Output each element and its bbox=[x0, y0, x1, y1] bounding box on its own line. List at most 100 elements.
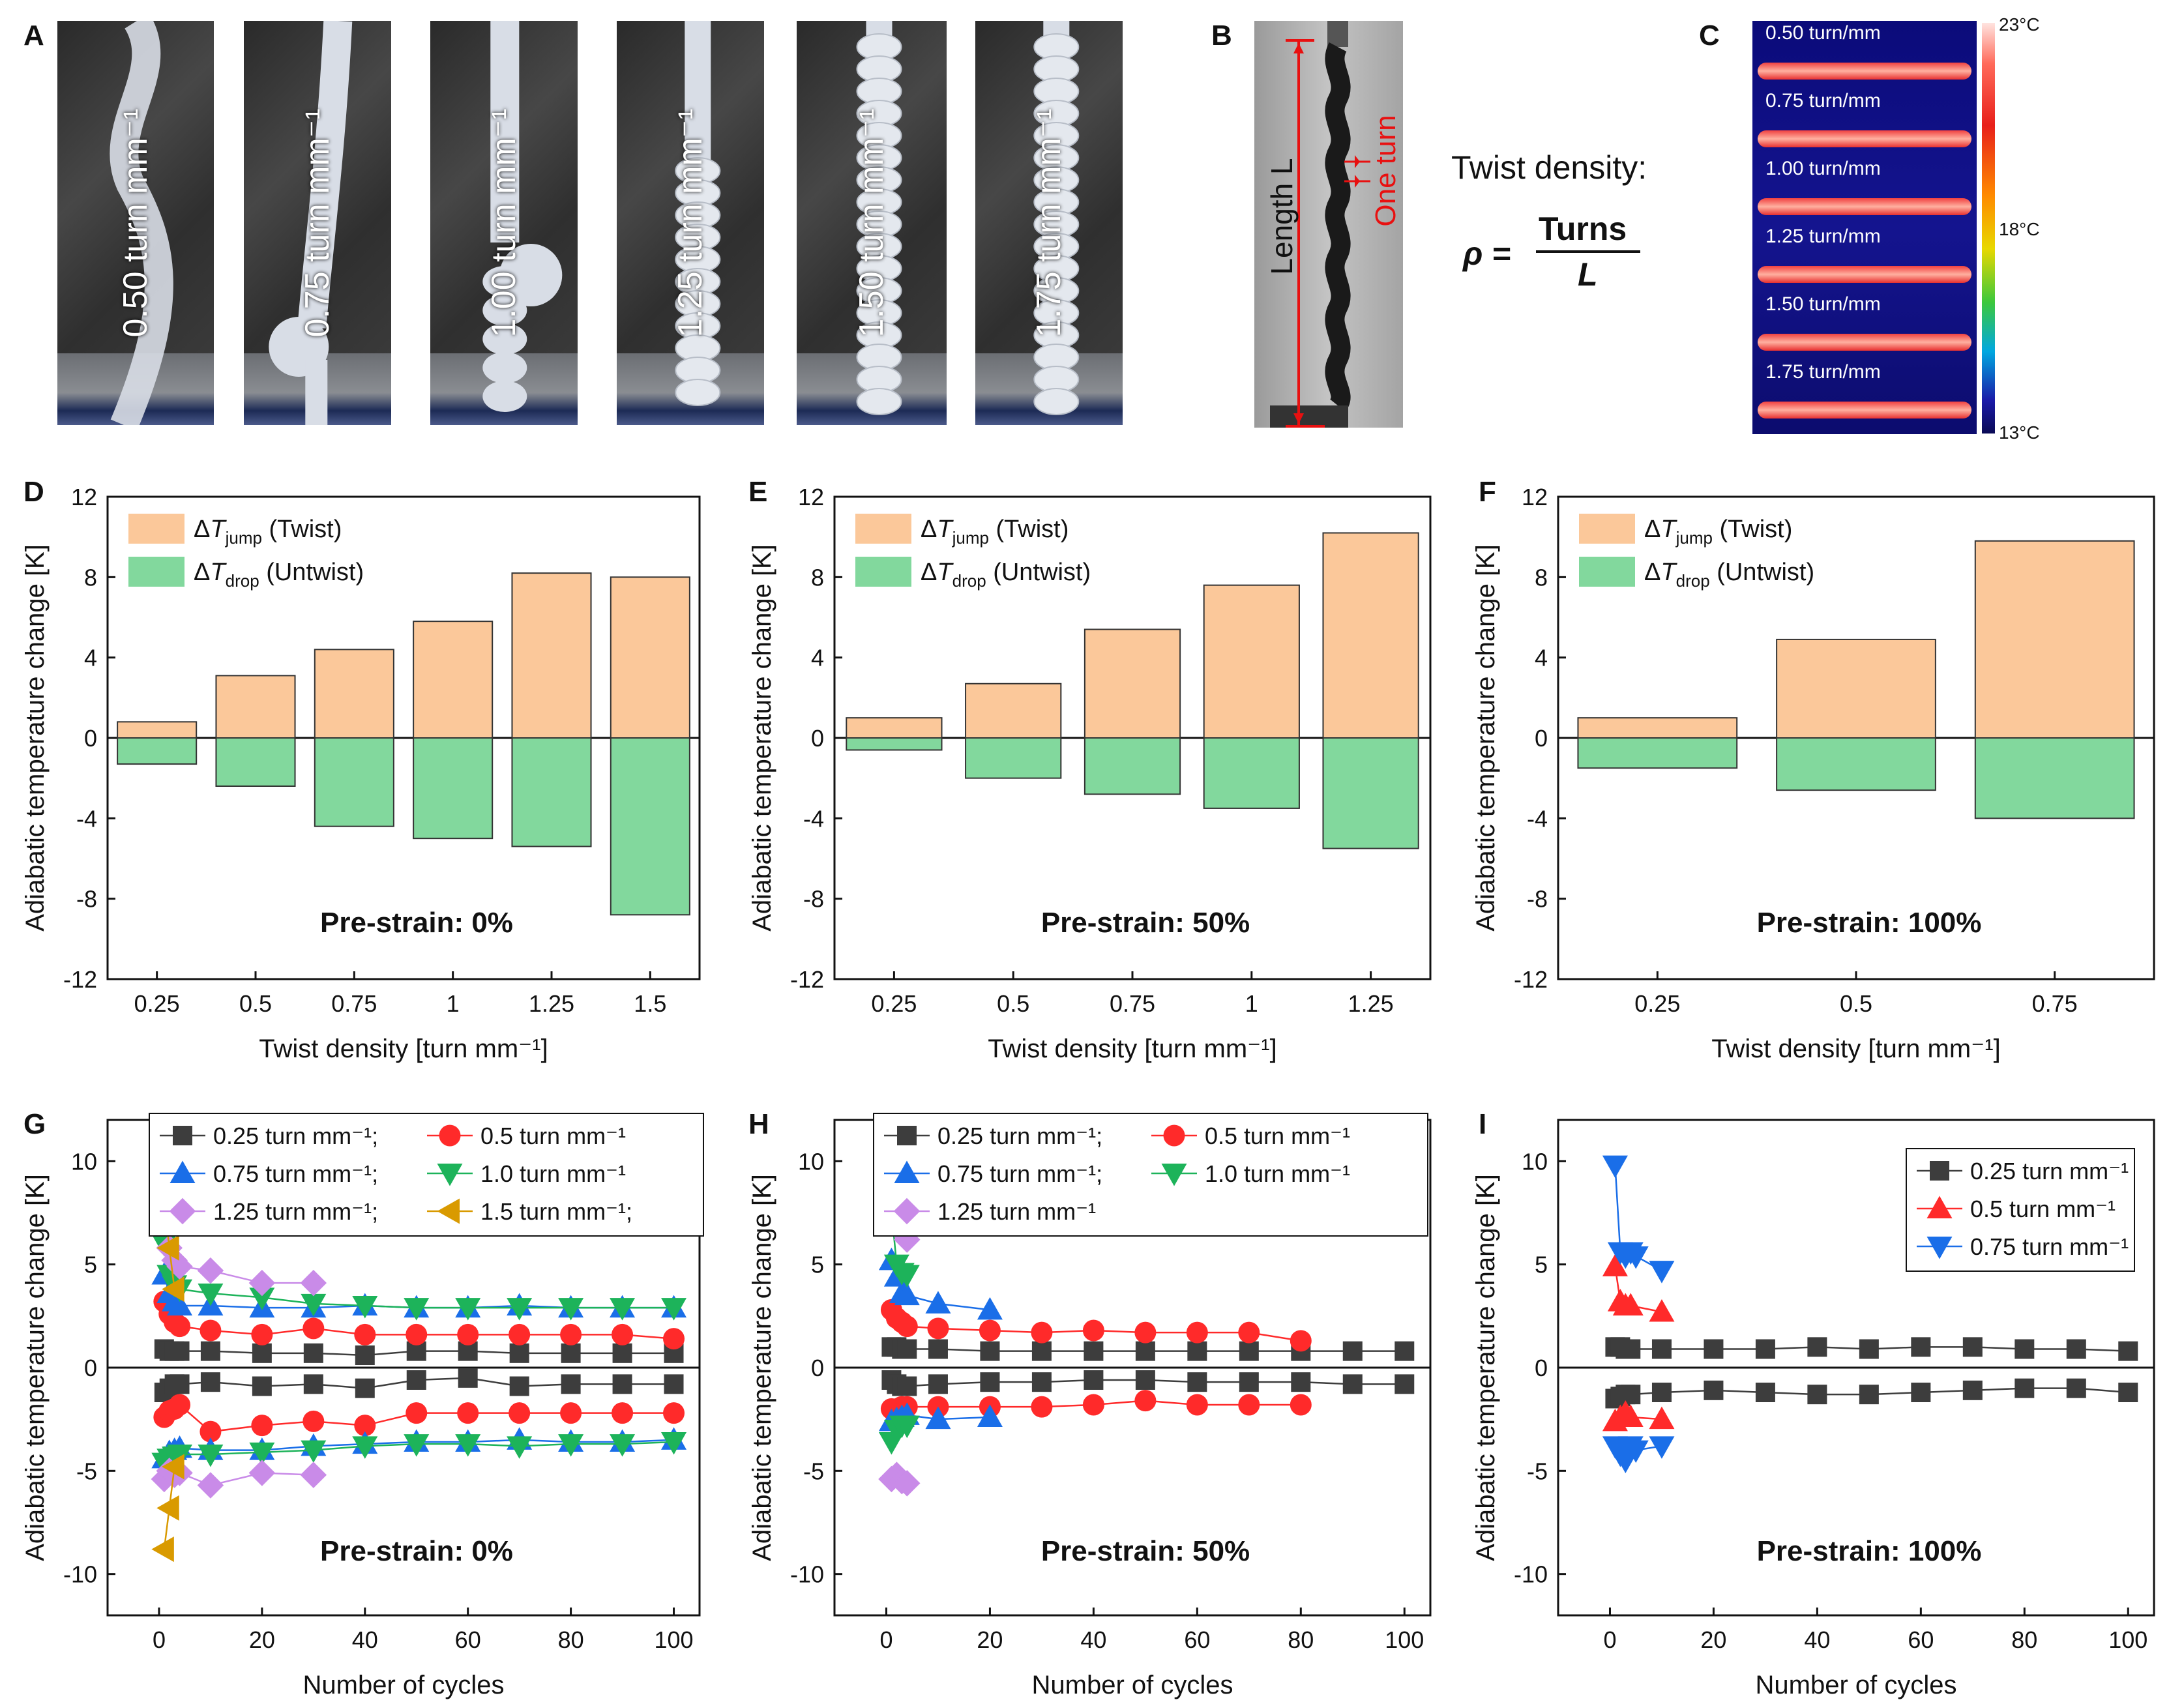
data-point bbox=[1082, 1319, 1104, 1342]
legend-label: 0.5 turn mm⁻¹ bbox=[1205, 1123, 1350, 1149]
pre-strain-annotation: Pre-strain: 50% bbox=[1041, 907, 1250, 939]
thermal-row-3: 1.00 turn/mm bbox=[1758, 158, 1971, 215]
bar-chart-e: 12 8 4 0 -4 -8 -12 Adiabatic temperature change… bbox=[748, 484, 1432, 1063]
fiber-photo-4: 1.25 turn mm⁻¹ bbox=[617, 21, 764, 425]
thermal-image: 0.50 turn/mm 0.75 turn/mm 1.00 turn/mm 1.25… bbox=[1752, 21, 1977, 434]
fiber-photo-5: 1.50 turn mm⁻¹ bbox=[797, 21, 947, 425]
bar-chart-d: 12 8 4 0 -4 -8 -12 Adiabatic temperature change… bbox=[21, 484, 701, 1063]
data-point bbox=[301, 1440, 327, 1463]
y-tick-label: 0 bbox=[84, 725, 97, 752]
data-point bbox=[156, 1495, 179, 1521]
data-point bbox=[663, 1328, 685, 1350]
data-point bbox=[560, 1402, 582, 1424]
data-point bbox=[355, 1345, 375, 1365]
legend-label: 0.25 turn mm⁻¹ bbox=[1970, 1158, 2129, 1184]
data-point bbox=[352, 1296, 378, 1319]
y-tick-label: 0 bbox=[1535, 1355, 1548, 1381]
y-tick-label: 8 bbox=[811, 564, 824, 591]
data-point bbox=[301, 1293, 327, 1317]
legend-marker bbox=[1926, 1196, 1953, 1218]
x-axis-label: Twist density [turn mm⁻¹] bbox=[988, 1035, 1276, 1063]
panel-b-photo: Length L One turn bbox=[1254, 21, 1403, 428]
x-tick-label: 80 bbox=[1288, 1626, 1314, 1653]
data-point bbox=[663, 1402, 685, 1424]
data-point bbox=[2066, 1378, 2086, 1398]
data-point bbox=[1290, 1330, 1312, 1352]
data-point bbox=[162, 1276, 184, 1302]
y-tick-label: 5 bbox=[811, 1252, 824, 1278]
bar-jump bbox=[1322, 532, 1419, 739]
bar-jump bbox=[215, 675, 296, 739]
data-point bbox=[252, 1343, 272, 1363]
data-point bbox=[1239, 1341, 1259, 1361]
data-point bbox=[249, 1442, 275, 1465]
bar-drop bbox=[846, 737, 943, 751]
data-point bbox=[170, 1341, 190, 1361]
bar-drop bbox=[610, 737, 690, 916]
data-point bbox=[303, 1374, 323, 1394]
data-point bbox=[1187, 1341, 1207, 1361]
bar-jump bbox=[1974, 540, 2135, 739]
panel-a-letter: A bbox=[23, 20, 44, 51]
x-axis-label: Twist density [turn mm⁻¹] bbox=[1711, 1035, 2000, 1063]
bar-jump bbox=[610, 576, 690, 739]
data-point bbox=[980, 1372, 1000, 1392]
fiber-photo-2: 0.75 turn mm⁻¹ bbox=[244, 21, 391, 425]
scatter-chart-g: 10 5 0 -5 -10 Adiabatic temperature change [K… bbox=[21, 1113, 704, 1699]
data-point bbox=[1186, 1321, 1208, 1344]
data-point bbox=[1649, 1406, 1675, 1430]
data-point bbox=[198, 1284, 224, 1306]
bar-drop bbox=[965, 737, 1062, 779]
data-point bbox=[610, 1434, 636, 1457]
legend-label: 0.25 turn mm⁻¹; bbox=[213, 1123, 378, 1149]
bar-jump bbox=[511, 572, 592, 739]
legend-marker bbox=[437, 1198, 460, 1224]
y-tick-label: 8 bbox=[1535, 564, 1548, 591]
data-point bbox=[927, 1317, 949, 1340]
data-point bbox=[1602, 1155, 1628, 1179]
legend-label: 0.5 turn mm⁻¹ bbox=[480, 1123, 626, 1149]
x-tick-label: 60 bbox=[455, 1626, 481, 1653]
legend-drop-label: ΔTdrop (Untwist) bbox=[1644, 559, 1814, 591]
x-tick-label: 1 bbox=[447, 990, 460, 1017]
data-point bbox=[248, 1269, 276, 1297]
x-tick-label: 0.5 bbox=[239, 990, 272, 1017]
y-tick-label: -5 bbox=[803, 1458, 824, 1484]
data-point bbox=[303, 1410, 325, 1432]
legend-label: 1.0 turn mm⁻¹ bbox=[480, 1160, 626, 1187]
x-tick-label: 0.5 bbox=[1840, 990, 1872, 1017]
y-tick-label: -8 bbox=[1527, 886, 1548, 913]
data-point bbox=[2014, 1339, 2035, 1359]
data-point bbox=[404, 1298, 430, 1321]
x-tick-label: 1 bbox=[1245, 990, 1258, 1017]
thermal-row-label: 1.25 turn/mm bbox=[1765, 226, 1881, 247]
data-point bbox=[197, 1257, 224, 1284]
equation-denominator: L bbox=[1578, 256, 1598, 293]
data-point bbox=[1238, 1321, 1260, 1344]
x-tick-label: 40 bbox=[352, 1626, 378, 1653]
data-point bbox=[1031, 1372, 1052, 1392]
data-point bbox=[1651, 1383, 1672, 1402]
panel-b-letter: B bbox=[1211, 20, 1232, 51]
data-point bbox=[560, 1323, 582, 1345]
data-point bbox=[199, 1319, 222, 1342]
y-axis-label: Adiabatic temperature change [K] bbox=[748, 1174, 776, 1561]
twisted-fiber-illustration bbox=[1270, 21, 1370, 428]
panel-h-letter: H bbox=[748, 1108, 769, 1140]
x-axis-label: Number of cycles bbox=[1756, 1671, 1957, 1699]
legend-label: 0.75 turn mm⁻¹; bbox=[937, 1160, 1102, 1187]
data-point bbox=[897, 1339, 917, 1359]
thermal-row-label: 1.00 turn/mm bbox=[1765, 158, 1881, 179]
x-tick-label: 100 bbox=[1385, 1626, 1424, 1653]
thermal-row-label: 0.50 turn/mm bbox=[1765, 22, 1881, 44]
x-tick-label: 1.5 bbox=[634, 990, 666, 1017]
data-point bbox=[661, 1298, 687, 1321]
y-tick-label: 0 bbox=[811, 725, 824, 752]
y-tick-label: -4 bbox=[76, 805, 97, 832]
x-tick-label: 60 bbox=[1184, 1626, 1210, 1653]
data-point bbox=[2014, 1378, 2035, 1398]
data-point bbox=[1859, 1385, 1879, 1405]
panel-d-letter: D bbox=[23, 476, 44, 508]
legend-jump-swatch bbox=[1579, 514, 1635, 544]
x-tick-label: 40 bbox=[1804, 1626, 1830, 1653]
